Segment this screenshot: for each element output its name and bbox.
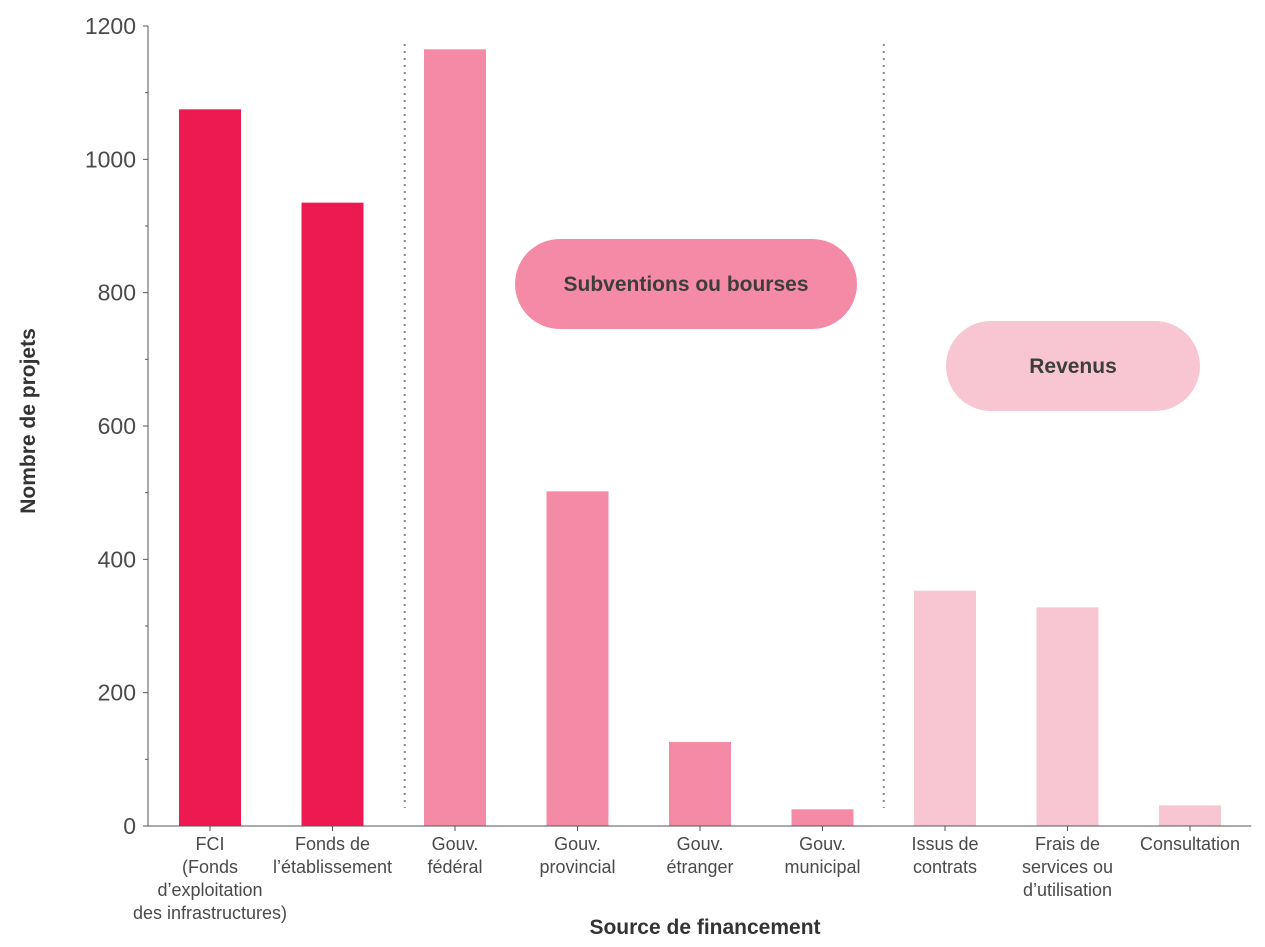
bar <box>301 202 364 826</box>
bar <box>546 491 609 826</box>
group-label-pill <box>515 239 857 329</box>
x-tick-label: Gouv. étranger <box>666 834 733 877</box>
x-tick-label: Consultation <box>1140 834 1240 854</box>
x-tick-label: FCI (Fonds d’exploitation des infrastructur… <box>133 834 287 923</box>
x-axis: FCI (Fonds d’exploitation des infrastructur… <box>133 825 1252 923</box>
bar <box>424 49 486 827</box>
x-tick-label: Frais de services ou d’utilisation <box>1022 834 1113 900</box>
bar <box>791 809 854 826</box>
y-tick-label: 600 <box>98 413 136 439</box>
group-dividers <box>403 44 885 808</box>
group-label-text: Revenus <box>1029 355 1117 378</box>
group-label-pill <box>946 321 1200 411</box>
bars <box>179 49 1221 827</box>
x-tick-label: Issus de contrats <box>911 834 978 877</box>
bar <box>669 742 731 826</box>
y-tick-label: 1000 <box>85 146 136 172</box>
bar <box>1036 607 1099 826</box>
x-tick-label: Gouv. municipal <box>784 834 860 877</box>
x-tick-label: Gouv. provincial <box>539 834 615 877</box>
y-axis-title: Nombre de projets <box>17 328 40 514</box>
y-tick-label: 400 <box>98 546 136 572</box>
group-labels: Subventions ou bourses Revenus <box>515 239 1200 411</box>
x-axis-title: Source de financement <box>589 916 820 939</box>
y-axis: 0 200 400 600 800 1000 1200 <box>85 13 149 839</box>
x-tick-label: Gouv. fédéral <box>427 834 482 877</box>
x-tick-label: Fonds de l’établissement <box>273 834 392 877</box>
y-tick-label: 800 <box>98 280 136 306</box>
y-tick-label: 0 <box>123 813 136 839</box>
bar <box>914 590 976 826</box>
y-tick-label: 1200 <box>85 13 136 39</box>
y-tick-label: 200 <box>98 680 136 706</box>
group-label-text: Subventions ou bourses <box>563 273 808 296</box>
bar <box>179 109 241 827</box>
bar <box>1159 805 1221 826</box>
